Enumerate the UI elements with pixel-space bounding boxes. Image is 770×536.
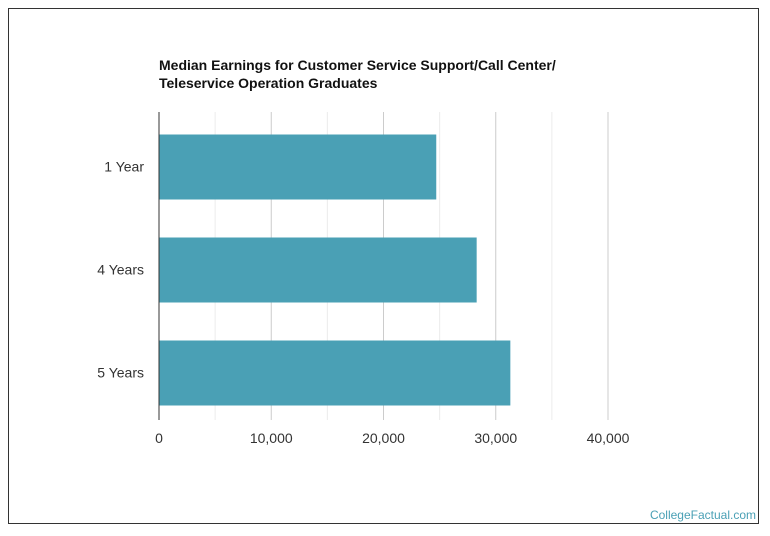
x-tick-label: 30,000 bbox=[474, 430, 517, 446]
collegefactual-credit-link[interactable]: CollegeFactual.com bbox=[649, 508, 756, 522]
category-label: 5 Years bbox=[97, 365, 144, 381]
bar-3 bbox=[159, 340, 511, 406]
x-tick-label: 40,000 bbox=[587, 430, 630, 446]
bar-1 bbox=[159, 134, 437, 200]
category-label: 4 Years bbox=[97, 262, 144, 278]
chart-title-line-2: Teleservice Operation Graduates bbox=[159, 75, 378, 91]
bar-2 bbox=[159, 237, 477, 303]
category-label: 1 Year bbox=[104, 159, 144, 175]
x-tick-label: 20,000 bbox=[362, 430, 405, 446]
chart-title-line-1: Median Earnings for Customer Service Sup… bbox=[159, 57, 556, 73]
chart-title: Median Earnings for Customer Service Sup… bbox=[159, 56, 679, 92]
x-tick-label: 10,000 bbox=[250, 430, 293, 446]
x-tick-label: 0 bbox=[155, 430, 163, 446]
